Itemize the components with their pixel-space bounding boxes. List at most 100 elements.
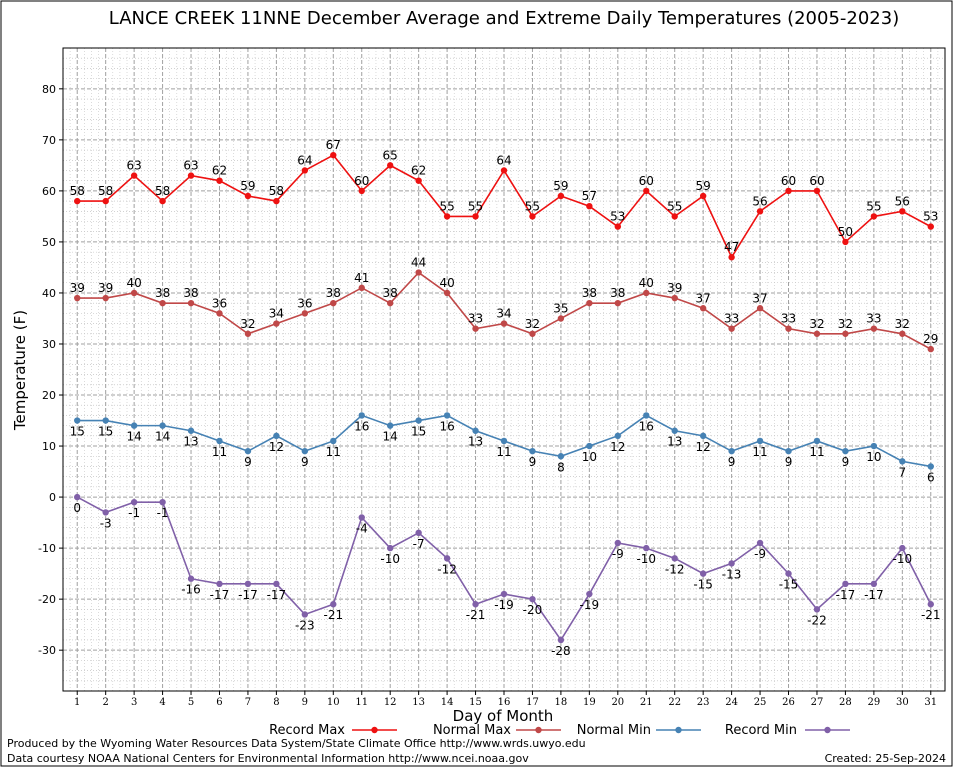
- legend-marker: [824, 726, 831, 734]
- data-point: [244, 447, 252, 455]
- data-point: [159, 422, 166, 429]
- data-point: [870, 580, 878, 588]
- data-label: -9: [612, 547, 624, 561]
- data-point: [586, 299, 593, 307]
- series-normal-min: 15 15 14 14 13 11 9 12 9 11 16 14 15 16 13 11 9 8 10 12 16 13…: [70, 412, 935, 484]
- data-label: 37: [752, 291, 767, 305]
- x-tick-label: 13: [412, 697, 425, 708]
- data-label: 58: [98, 184, 113, 198]
- data-point: [216, 310, 223, 317]
- data-label: 13: [183, 435, 198, 449]
- data-label: 36: [297, 296, 312, 310]
- y-tick-label: -10: [38, 542, 56, 555]
- data-label: 38: [610, 286, 625, 300]
- data-point: [216, 580, 223, 588]
- data-point: [728, 447, 735, 455]
- data-point: [273, 320, 280, 327]
- data-label: 13: [667, 435, 682, 449]
- data-point: [614, 432, 622, 440]
- data-label: -12: [437, 562, 457, 576]
- y-tick-label: 50: [42, 236, 56, 249]
- data-point: [102, 197, 109, 205]
- data-label: 50: [838, 225, 853, 239]
- data-point: [699, 305, 707, 312]
- data-label: 60: [809, 174, 824, 188]
- y-axis-label: Temperature (F): [11, 310, 29, 431]
- data-label: -4: [356, 521, 368, 535]
- y-tick-label: 30: [42, 338, 56, 351]
- data-point: [500, 590, 508, 598]
- data-label: 14: [126, 430, 141, 444]
- data-point: [529, 447, 536, 455]
- data-label: -16: [181, 583, 201, 597]
- data-point: [756, 305, 764, 312]
- data-point: [244, 192, 252, 200]
- data-label: 29: [923, 332, 938, 346]
- data-label: 55: [667, 199, 682, 213]
- data-point: [330, 437, 337, 445]
- x-tick-label: 10: [327, 697, 340, 708]
- data-label: -17: [267, 588, 287, 602]
- y-tick-label: 20: [42, 389, 56, 402]
- data-point: [74, 197, 81, 205]
- data-point: [643, 187, 650, 195]
- data-label: 60: [781, 174, 796, 188]
- data-point: [671, 294, 678, 302]
- data-label: 58: [155, 184, 170, 198]
- data-point: [557, 453, 565, 460]
- data-label: 56: [895, 194, 910, 208]
- data-label: 55: [525, 199, 540, 213]
- data-point: [785, 325, 792, 332]
- y-tick-label: 0: [49, 491, 56, 504]
- y-tick-label: 60: [42, 185, 56, 198]
- data-label: 65: [383, 148, 398, 162]
- x-tick-label: 14: [441, 697, 454, 708]
- data-label: 33: [866, 312, 881, 326]
- data-point: [187, 172, 195, 179]
- data-label: -22: [807, 613, 827, 627]
- data-label: 14: [383, 430, 398, 444]
- data-label: 64: [297, 153, 312, 167]
- data-point: [643, 289, 650, 297]
- x-tick-label: 8: [273, 697, 279, 708]
- x-tick-label: 12: [384, 697, 397, 708]
- data-label: 53: [610, 210, 625, 224]
- x-tick-label: 23: [697, 697, 710, 708]
- data-point: [529, 330, 536, 337]
- data-point: [301, 611, 309, 618]
- data-label: 33: [468, 312, 483, 326]
- data-point: [415, 269, 422, 276]
- data-label: 15: [411, 425, 426, 439]
- data-point: [130, 172, 138, 179]
- data-point: [273, 197, 280, 205]
- data-label: 16: [639, 419, 654, 433]
- data-label: 13: [468, 435, 483, 449]
- data-label: 40: [126, 276, 141, 290]
- data-label: 38: [383, 286, 398, 300]
- data-point: [443, 213, 451, 220]
- series-record-max: 58 58 63 58 63 62 59 58 64 67 60 65 62 55 55 64 55 59 57 53…: [70, 138, 938, 261]
- x-tick-label: 30: [896, 697, 909, 708]
- y-tick-label: 10: [42, 440, 56, 453]
- data-label: -17: [864, 588, 884, 602]
- data-point: [415, 529, 422, 537]
- data-point: [443, 555, 451, 562]
- data-point: [415, 177, 422, 184]
- x-tick-label: 7: [245, 697, 251, 708]
- data-label: 15: [98, 425, 113, 439]
- data-point: [500, 167, 508, 174]
- data-label: 11: [809, 445, 824, 459]
- data-label: 32: [525, 317, 540, 331]
- data-point: [102, 417, 109, 424]
- data-point: [358, 284, 365, 292]
- y-tick-label: 80: [42, 83, 56, 96]
- data-label: 44: [411, 256, 426, 270]
- data-point: [358, 412, 365, 419]
- x-tick-label: 6: [216, 697, 222, 708]
- created-date: Created: 25-Sep-2024: [824, 752, 946, 765]
- data-point: [386, 544, 394, 552]
- data-label: 11: [496, 445, 511, 459]
- data-label: 47: [724, 240, 739, 254]
